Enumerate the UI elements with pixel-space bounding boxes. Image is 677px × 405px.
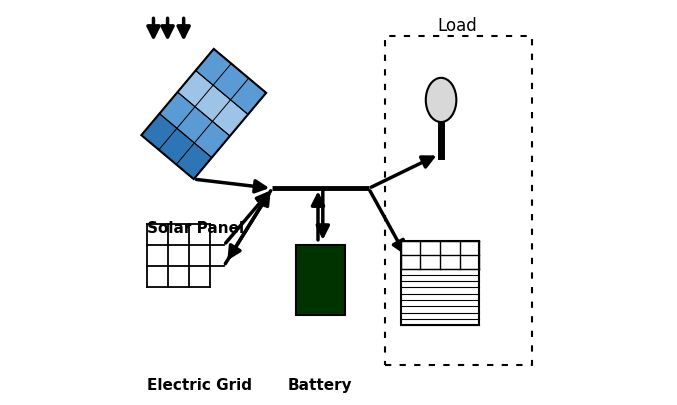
Text: Battery: Battery (288, 378, 353, 393)
Polygon shape (177, 70, 248, 136)
Bar (297, 245, 345, 315)
Polygon shape (141, 114, 212, 179)
Bar (385, 36, 531, 365)
Bar (401, 241, 479, 325)
Polygon shape (196, 49, 266, 115)
Text: Electric Grid: Electric Grid (148, 378, 253, 393)
Text: Load: Load (437, 17, 477, 34)
Polygon shape (160, 92, 230, 158)
Ellipse shape (426, 78, 456, 122)
Text: Solar Panel: Solar Panel (148, 221, 244, 236)
